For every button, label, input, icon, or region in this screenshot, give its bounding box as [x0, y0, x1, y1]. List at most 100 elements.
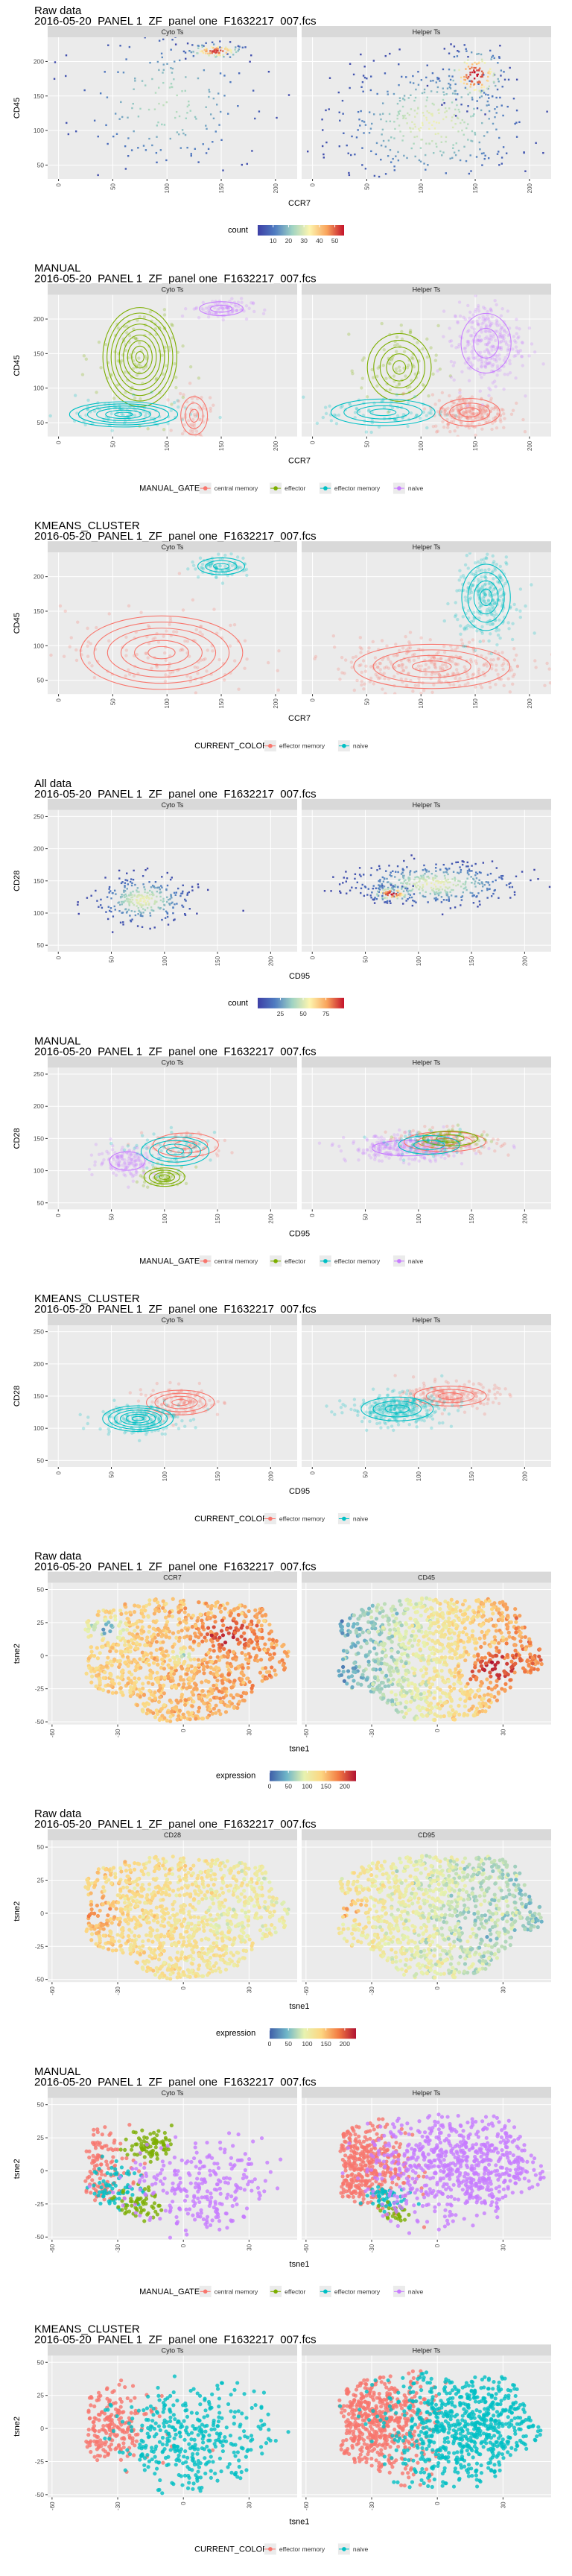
- data-point: [480, 568, 484, 572]
- data-point: [409, 894, 412, 896]
- data-point: [127, 1155, 132, 1159]
- data-point: [484, 409, 488, 413]
- data-point: [472, 356, 476, 361]
- data-point: [169, 408, 173, 413]
- chart-title: KMEANS_CLUSTER: [34, 520, 140, 532]
- data-point: [478, 61, 480, 64]
- data-point: [471, 610, 476, 615]
- data-point: [387, 90, 389, 93]
- data-point: [427, 666, 431, 669]
- data-point: [361, 1148, 366, 1152]
- data-point: [521, 871, 524, 873]
- data-point: [192, 422, 197, 426]
- data-point: [245, 573, 249, 578]
- data-point: [406, 424, 410, 429]
- data-point: [460, 1162, 464, 1166]
- data-point: [482, 592, 486, 596]
- data-point: [481, 590, 486, 595]
- data-point: [495, 323, 499, 328]
- density-contour: [127, 340, 153, 374]
- data-point: [409, 127, 412, 130]
- data-point: [216, 308, 220, 312]
- data-point: [173, 919, 175, 921]
- data-point: [146, 906, 149, 909]
- data-point: [452, 871, 455, 873]
- data-point: [506, 621, 510, 625]
- data-point: [473, 69, 475, 72]
- data-point: [415, 870, 418, 873]
- data-point: [159, 895, 162, 898]
- data-point: [212, 47, 214, 49]
- data-point: [484, 556, 489, 561]
- data-point: [241, 163, 244, 166]
- data-point: [402, 116, 405, 119]
- data-point: [436, 1132, 440, 1136]
- data-point: [510, 637, 515, 642]
- data-point: [491, 622, 495, 626]
- data-point: [422, 1146, 425, 1150]
- data-point: [480, 631, 484, 635]
- data-point: [343, 877, 345, 879]
- data-point: [409, 871, 411, 874]
- data-point: [139, 904, 142, 906]
- data-point: [382, 892, 384, 894]
- data-point: [493, 1149, 497, 1153]
- data-point: [185, 76, 187, 78]
- data-point: [350, 154, 352, 157]
- data-point: [104, 343, 108, 347]
- data-point: [487, 188, 489, 189]
- data-point: [465, 160, 468, 162]
- data-point: [456, 671, 460, 675]
- data-point: [446, 406, 450, 410]
- data-point: [403, 154, 405, 157]
- data-point: [129, 1152, 133, 1157]
- density-contour: [436, 1134, 465, 1143]
- data-point: [413, 893, 416, 895]
- data-point: [196, 672, 200, 675]
- data-point: [121, 116, 124, 119]
- data-point: [140, 903, 142, 906]
- data-point: [477, 906, 479, 908]
- data-point: [196, 438, 199, 441]
- data-point: [186, 146, 188, 149]
- data-point: [147, 625, 151, 629]
- data-point: [497, 589, 500, 593]
- data-point: [222, 54, 224, 57]
- density-contour: [386, 353, 413, 382]
- data-point: [168, 1394, 172, 1398]
- colorbar-tick-label: 75: [322, 1010, 330, 1017]
- data-point: [477, 350, 480, 355]
- data-point: [340, 404, 344, 408]
- data-point: [170, 322, 174, 326]
- data-point: [134, 883, 136, 886]
- data-point: [486, 599, 491, 603]
- data-point: [139, 903, 142, 906]
- data-point: [89, 1153, 94, 1157]
- data-point: [452, 378, 456, 382]
- data-point: [480, 584, 485, 588]
- data-point: [492, 358, 497, 362]
- data-point: [49, 653, 53, 657]
- data-point: [205, 152, 208, 154]
- data-point: [469, 364, 474, 369]
- data-point: [492, 892, 495, 895]
- data-point: [349, 889, 352, 891]
- data-point: [527, 354, 531, 358]
- data-point: [151, 637, 155, 641]
- data-point: [406, 882, 409, 884]
- legend-key-point: [273, 1259, 278, 1263]
- data-point: [489, 345, 493, 349]
- data-point: [409, 1148, 413, 1152]
- data-point: [121, 912, 123, 914]
- data-point: [476, 872, 479, 875]
- data-point: [433, 120, 435, 123]
- data-point: [492, 344, 496, 349]
- data-point: [397, 663, 401, 668]
- data-point: [403, 880, 406, 883]
- data-point: [504, 330, 509, 335]
- data-point: [254, 117, 256, 120]
- data-point: [442, 1137, 446, 1141]
- data-point: [477, 601, 482, 605]
- data-point: [394, 350, 398, 353]
